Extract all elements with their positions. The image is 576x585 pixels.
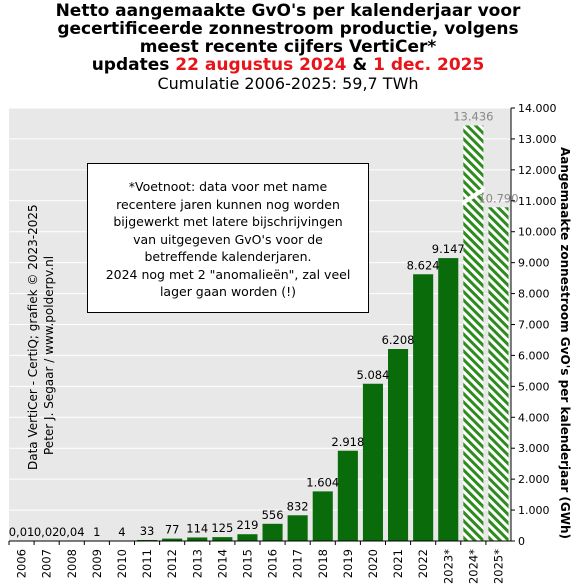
x-tick-label: 2008 [65,549,79,578]
bar [187,537,208,541]
update-date-2: 1 dec. 2025 [373,55,485,75]
hatched-bar [463,125,484,541]
y-tick-label: 12.000 [518,164,557,177]
data-label: 0,02 [34,525,60,539]
update-date-1: 22 augustus 2024 [175,55,347,75]
bar [212,537,233,541]
bar [413,274,434,541]
y-tick-label: 3.000 [518,442,550,455]
data-label: 556 [262,508,284,522]
data-label: 10.790 [478,191,518,205]
data-label: 33 [140,524,155,538]
data-label: 2.918 [331,435,364,449]
bar [388,348,409,541]
x-tick-label: 2012 [165,549,179,578]
bar [438,258,459,541]
data-label: 77 [165,523,180,537]
chart-title-block: Netto aangemaakte GvO's per kalenderjaar… [0,2,576,93]
bar [162,538,183,541]
credit-line-2: Peter J. Segaar / www.polderpv.nl [42,255,56,455]
data-label: 1 [93,525,100,539]
y-tick-label: 6.000 [518,349,550,362]
bar [287,515,308,541]
data-label: 5.084 [356,368,389,382]
chart-title-line-2: gecertificeerde zonnestroom productie, v… [57,19,519,39]
y-tick-label: 10.000 [518,226,557,239]
footnote-line: lager gaan worden (!) [159,284,297,299]
y-tick-label: 1.000 [518,504,550,517]
data-label: 8.624 [407,258,440,272]
bar [312,491,333,541]
x-tick-label: 2021 [391,549,405,578]
data-label: 9.147 [432,242,465,256]
x-tick-label: 2013 [190,549,204,578]
hatched-bar [488,207,509,542]
bar [137,539,158,541]
y-axis-ticks: 0 1.000 2.000 3.000 4.000 5.000 6.000 7.000 8.00… [511,102,557,548]
footnote-line: 2024 nog met 2 "anomalieën", zal veel [105,266,351,282]
data-label: 6.208 [382,333,415,347]
x-tick-label: 2020 [366,549,380,578]
data-label: 13.436 [453,109,493,123]
x-tick-label: 2010 [115,549,129,578]
bar [262,523,283,541]
chart-subtitle: Cumulatie 2006-2025: 59,7 TWh [157,74,419,93]
y-axis-label: Aangemaakte zonnestroom GvO's per kalend… [558,147,572,540]
y-tick-label: 7.000 [518,319,550,332]
data-label: 1.604 [306,475,339,489]
data-label: 219 [236,518,258,532]
y-tick-label: 8.000 [518,288,550,301]
x-tick-label: 2014 [215,549,229,578]
footnote-line: betreffende kalenderjaren. [144,249,312,264]
data-label: 832 [287,499,309,513]
data-label: 114 [186,521,208,535]
x-tick-label: 2023* [441,549,455,584]
y-tick-label: 0 [518,535,525,548]
credit-line-1: Data VertiCer - CertiQ; grafiek © 2023-2… [26,204,40,470]
bar [362,383,383,541]
footnote-box: *Voetnoot: data voor met name recentere … [87,163,369,313]
x-axis-ticks: 2006 2007 2008 2009 2010 2011 2012 2013 2014 2015… [8,541,505,584]
data-label: 125 [211,521,233,535]
bars [11,125,509,542]
footnote-line: bijgewerkt met latere bijschrijvingen [113,214,343,229]
x-tick-label: 2022 [416,549,430,578]
data-label: 4 [118,525,125,539]
y-tick-label: 2.000 [518,473,550,486]
data-label: 0,01 [9,525,35,539]
x-tick-label: 2006 [15,549,29,578]
x-tick-label: 2016 [266,549,280,578]
x-tick-label: 2018 [316,549,330,578]
y-tick-label: 4.000 [518,411,550,424]
x-tick-label: 2007 [40,549,54,578]
bar [237,534,258,541]
chart-updates-line: updates 22 augustus 2024 & 1 dec. 2025 [0,56,576,74]
data-label: 0,04 [59,525,85,539]
y-tick-label: 9.000 [518,257,550,270]
x-tick-label: 2009 [90,549,104,578]
footnote-line: van uitgegeven GvO's voor de [133,231,323,247]
x-tick-label: 2025* [491,549,505,584]
updates-prefix: updates [91,55,176,75]
axis-break-mark [462,186,485,206]
y-tick-label: 13.000 [518,133,557,146]
chart-title-line-3: meest recente cijfers VertiCer* [139,37,437,57]
x-tick-label: 2015 [240,549,254,578]
y-tick-label: 5.000 [518,380,550,393]
x-tick-label: 2017 [291,549,305,578]
footnote-line: recentere jaren kunnen nog worden [116,196,340,212]
y-tick-label: 14.000 [518,102,557,115]
footnote-line: *Voetnoot: data voor met name [128,179,328,194]
x-tick-label: 2019 [341,549,355,578]
updates-amp: & [346,55,374,75]
x-tick-label: 2011 [140,549,154,578]
chart-title-line-1: Netto aangemaakte GvO's per kalenderjaar… [55,1,521,21]
bar [337,450,358,541]
y-tick-label: 11.000 [518,195,557,208]
x-tick-label: 2024* [466,549,480,584]
